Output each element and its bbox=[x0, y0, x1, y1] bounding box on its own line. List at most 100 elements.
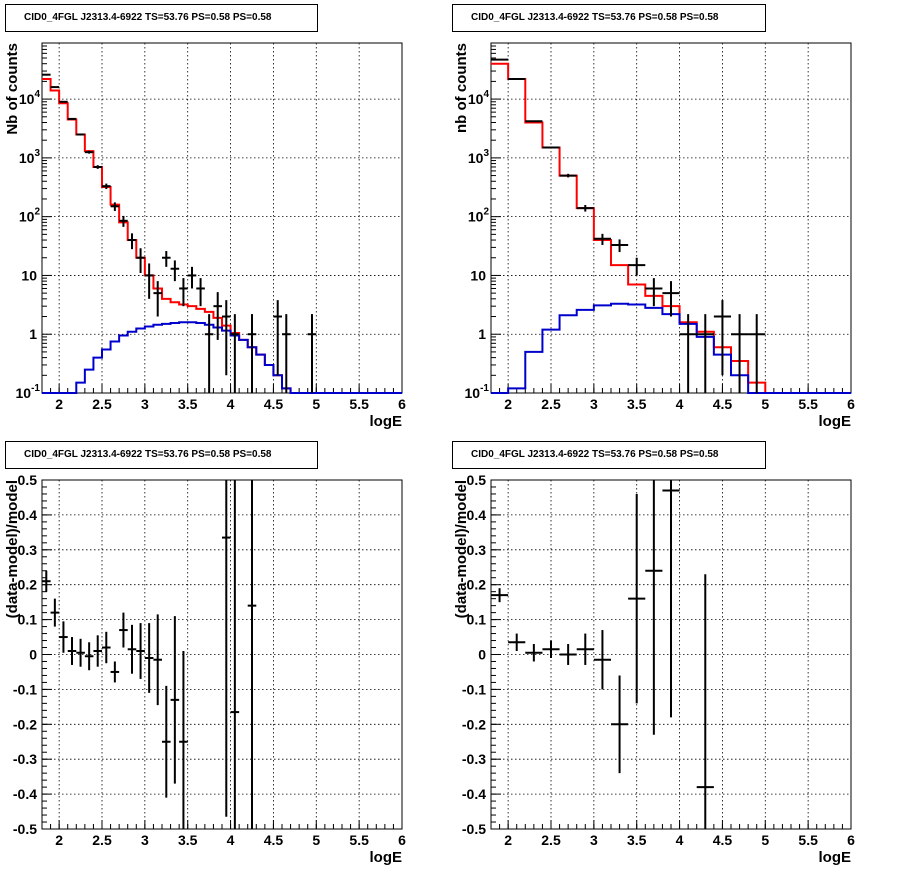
x-axis: 2 2.5 3 3.5 4 4.5 5 5.5 6 bbox=[41, 43, 406, 412]
data-point bbox=[170, 260, 180, 282]
data-point bbox=[628, 493, 646, 704]
data-point bbox=[593, 630, 611, 690]
x-axis: 2 2.5 3 3.5 4 4.5 5 5.5 6 bbox=[490, 480, 855, 848]
data-point bbox=[213, 292, 222, 340]
x-tick-label: 5 bbox=[761, 396, 769, 412]
x-tick-label: 2.5 bbox=[541, 396, 561, 412]
x-tick-label: 2 bbox=[55, 832, 63, 848]
data-point bbox=[84, 150, 94, 154]
y-tick-label: 1 bbox=[29, 326, 37, 342]
y-tick-exponent: -1 bbox=[31, 383, 40, 394]
data-point bbox=[282, 314, 291, 393]
data-point bbox=[731, 314, 749, 393]
data-point bbox=[645, 480, 663, 735]
y-tick-label: 0.1 bbox=[467, 612, 487, 628]
y-tick-label: 0.5 bbox=[467, 472, 487, 488]
data-point bbox=[542, 640, 560, 658]
x-tick-label: 2.5 bbox=[541, 832, 561, 848]
data-point bbox=[307, 314, 317, 393]
x-tick-label: 6 bbox=[398, 396, 406, 412]
y-tick-exponent: 4 bbox=[483, 89, 489, 100]
y-tick-label: 0.2 bbox=[467, 577, 487, 593]
data-point bbox=[196, 278, 205, 307]
data-point bbox=[662, 480, 680, 718]
x-tick-label: 3 bbox=[141, 396, 149, 412]
data-point bbox=[67, 117, 77, 120]
y-tick-label: 10 bbox=[21, 267, 37, 283]
plot-panel-1: 2 2.5 3 3.5 4 4.5 5 5.5 6 10-1 1 10 102 103 104 logE Nb … bbox=[4, 42, 406, 430]
y-tick-label: 0 bbox=[478, 647, 486, 663]
title-panel-1: CID0_4FGL J2313.4-6922 TS=53.76 PS=0.58 … bbox=[5, 4, 318, 32]
plot-panel-3: 2 2.5 3 3.5 4 4.5 5 5.5 6 -0.5 -0.4 -0.3 -0.2 -0.1 0 0.… bbox=[4, 472, 406, 866]
title-panel-4: CID0_4FGL J2313.4-6922 TS=53.76 PS=0.58 … bbox=[452, 441, 766, 469]
data-point bbox=[119, 612, 128, 648]
data-point bbox=[491, 588, 509, 603]
data-point bbox=[713, 300, 731, 376]
data-point bbox=[162, 685, 171, 798]
y-tick-label: 10-1 bbox=[465, 383, 490, 401]
title-panel-3: CID0_4FGL J2313.4-6922 TS=53.76 PS=0.58 … bbox=[5, 441, 318, 469]
data-point bbox=[679, 314, 697, 393]
y-axis: -0.5 -0.4 -0.3 -0.2 -0.1 0 0.1 0.2 0.3 0.4 0.5 bbox=[462, 472, 851, 837]
y-tick-exponent: 3 bbox=[34, 148, 40, 159]
data-point bbox=[127, 624, 137, 674]
data-point bbox=[153, 281, 162, 317]
x-tick-label: 3.5 bbox=[627, 396, 647, 412]
y-axis: 10-1 1 10 102 103 104 bbox=[465, 42, 851, 401]
data-point bbox=[144, 263, 154, 299]
x-axis-title: logE bbox=[370, 849, 403, 866]
x-tick-label: 4 bbox=[676, 832, 684, 848]
y-tick-label: 104 bbox=[19, 89, 41, 107]
plot-frame bbox=[490, 42, 852, 394]
data-point bbox=[127, 233, 137, 250]
y-tick-label: 102 bbox=[19, 207, 41, 225]
data-point bbox=[42, 570, 51, 592]
x-tick-label: 2 bbox=[504, 396, 512, 412]
data-point bbox=[222, 480, 231, 817]
data-point bbox=[93, 165, 102, 169]
series-2 bbox=[491, 302, 851, 394]
x-tick-label: 6 bbox=[398, 832, 406, 848]
data-point bbox=[59, 621, 68, 653]
data-point bbox=[247, 314, 257, 393]
x-tick-label: 4.5 bbox=[264, 832, 284, 848]
data-point bbox=[42, 73, 51, 76]
y-tick-label: -0.4 bbox=[13, 786, 37, 802]
x-tick-label: 3 bbox=[141, 832, 149, 848]
y-tick-label: -0.4 bbox=[462, 786, 486, 802]
x-tick-label: 4.5 bbox=[713, 396, 733, 412]
data-point bbox=[559, 173, 577, 178]
x-tick-label: 6 bbox=[847, 396, 855, 412]
data-point bbox=[230, 314, 240, 393]
data-point bbox=[748, 314, 766, 393]
data-point bbox=[76, 133, 85, 136]
y-axis-title: (data-model)/model bbox=[453, 480, 470, 618]
y-tick-label: 0.5 bbox=[18, 472, 38, 488]
x-tick-label: 4 bbox=[676, 396, 684, 412]
x-tick-label: 2.5 bbox=[92, 832, 112, 848]
y-tick-label: 10 bbox=[470, 267, 486, 283]
y-tick-exponent: -1 bbox=[480, 383, 489, 394]
series-3 bbox=[42, 73, 317, 393]
x-tick-label: 5.5 bbox=[798, 396, 818, 412]
histogram-line bbox=[42, 321, 402, 394]
x-tick-label: 5.5 bbox=[349, 396, 369, 412]
series-3 bbox=[491, 58, 766, 393]
y-axis-title: Nb of counts bbox=[4, 43, 21, 135]
data-point bbox=[645, 278, 663, 307]
y-tick-label: 0.1 bbox=[18, 612, 38, 628]
data-point bbox=[508, 77, 526, 80]
y-tick-label: -0.2 bbox=[462, 716, 486, 732]
data-point bbox=[162, 251, 171, 267]
series-1 bbox=[42, 77, 402, 394]
y-tick-label: -0.2 bbox=[13, 716, 37, 732]
x-tick-label: 3.5 bbox=[627, 832, 647, 848]
y-tick-label: 0.4 bbox=[18, 507, 38, 523]
series-1 bbox=[42, 480, 257, 829]
x-tick-label: 5 bbox=[312, 832, 320, 848]
y-tick-label: 0.3 bbox=[467, 542, 487, 558]
data-point bbox=[179, 278, 188, 307]
y-tick-exponent: 4 bbox=[34, 89, 40, 100]
data-point bbox=[222, 300, 231, 376]
x-tick-label: 3 bbox=[590, 396, 598, 412]
